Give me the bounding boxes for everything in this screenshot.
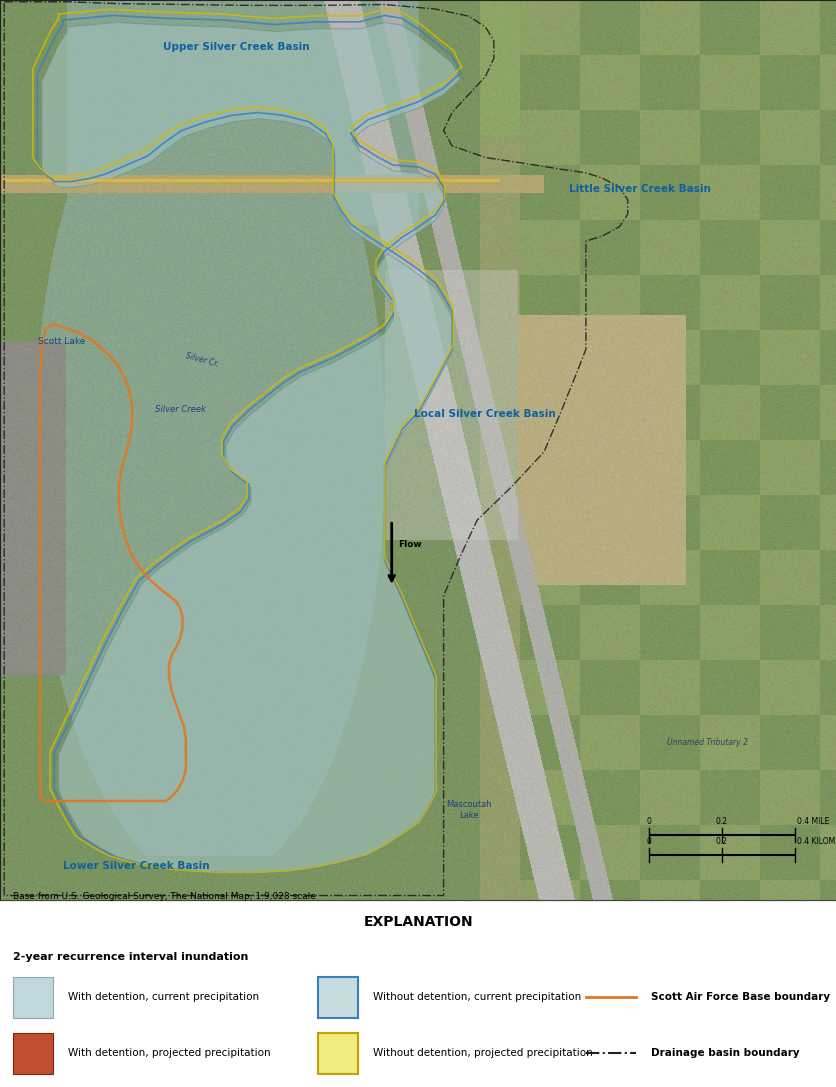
Text: Base from U.S. Geological Survey, The National Map, 1:9,028 scale: Base from U.S. Geological Survey, The Na… [13, 892, 315, 901]
Text: Upper Silver Creek Basin: Upper Silver Creek Basin [163, 41, 309, 52]
Polygon shape [42, 23, 460, 873]
Text: Without detention, current precipitation: Without detention, current precipitation [373, 992, 581, 1002]
Text: Without detention, projected precipitation: Without detention, projected precipitati… [373, 1048, 593, 1059]
Text: Drainage basin boundary: Drainage basin boundary [650, 1048, 799, 1059]
Text: With detention, current precipitation: With detention, current precipitation [68, 992, 258, 1002]
Text: Local Silver Creek Basin: Local Silver Creek Basin [414, 409, 555, 418]
Text: Flow: Flow [398, 540, 421, 549]
Text: Lower Silver Creek Basin: Lower Silver Creek Basin [63, 861, 209, 871]
Text: Mascoutah
Lake: Mascoutah Lake [446, 800, 491, 820]
Text: 2-year recurrence interval inundation: 2-year recurrence interval inundation [13, 952, 247, 962]
Text: 0.2: 0.2 [715, 837, 727, 846]
FancyBboxPatch shape [318, 1033, 358, 1074]
Text: 0.4 MILE: 0.4 MILE [796, 817, 828, 826]
FancyBboxPatch shape [13, 1033, 53, 1074]
Text: With detention, projected precipitation: With detention, projected precipitation [68, 1048, 270, 1059]
Text: Silver Cr.: Silver Cr. [184, 351, 219, 368]
Text: 0.4 KILOMETER: 0.4 KILOMETER [796, 837, 836, 846]
Text: Scott Lake: Scott Lake [38, 337, 85, 347]
Text: Unnamed Tributary 2: Unnamed Tributary 2 [666, 738, 747, 747]
FancyBboxPatch shape [13, 977, 53, 1017]
Text: 0.2: 0.2 [715, 817, 727, 826]
Text: 0: 0 [645, 817, 650, 826]
Text: Scott Air Force Base boundary: Scott Air Force Base boundary [650, 992, 829, 1002]
Text: Little Silver Creek Basin: Little Silver Creek Basin [568, 184, 711, 193]
Text: EXPLANATION: EXPLANATION [364, 915, 472, 929]
Text: 0: 0 [645, 837, 650, 846]
Text: Silver Creek: Silver Creek [155, 405, 206, 414]
FancyBboxPatch shape [318, 977, 358, 1017]
